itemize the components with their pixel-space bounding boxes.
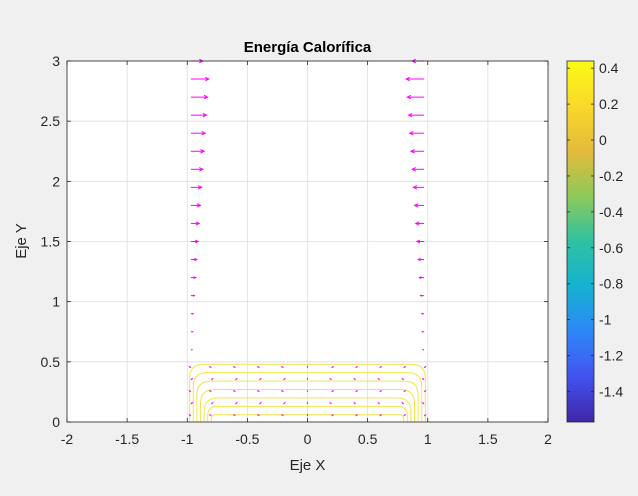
quiver-arrow-head	[423, 379, 424, 380]
quiver-arrow-head	[332, 415, 333, 416]
y-tick-label: 2.5	[41, 113, 61, 129]
x-tick-label: 0.5	[358, 431, 378, 447]
x-tick-label: 0	[304, 431, 312, 447]
quiver-arrow-head	[402, 403, 403, 404]
colorbar-tick-label: -1.4	[599, 383, 623, 399]
y-axis-label: Eje Y	[13, 223, 30, 259]
x-tick-label: -0.5	[235, 431, 259, 447]
chart-title: Energía Calorífica	[244, 39, 372, 56]
quiver-arrow-head	[189, 391, 190, 392]
quiver-arrow-head	[378, 379, 379, 380]
quiver-arrow-head	[210, 415, 211, 416]
colorbar-tick-label: -0.6	[599, 240, 623, 256]
y-tick-label: 1.5	[41, 234, 61, 250]
quiver-arrow-head	[191, 403, 192, 404]
quiver-arrow-head	[258, 391, 259, 392]
quiver-arrow-head	[356, 415, 357, 416]
quiver-arrow-head	[284, 403, 285, 404]
quiver-arrow-head	[236, 379, 237, 380]
quiver-arrow	[191, 313, 193, 314]
quiver-arrow-head	[404, 367, 405, 368]
quiver-arrow-head	[191, 379, 192, 380]
quiver-arrow-head	[380, 391, 381, 392]
x-tick-label: 2	[544, 431, 552, 447]
quiver-arrow-head	[330, 379, 331, 380]
x-tick-label: -1	[181, 431, 194, 447]
quiver-arrow-head	[192, 331, 193, 332]
y-tick-label: 2	[52, 173, 60, 189]
quiver-arrow-head	[425, 391, 426, 392]
quiver-arrow-head	[332, 391, 333, 392]
quiver-arrow-head	[425, 367, 426, 368]
quiver-arrow-head	[425, 415, 426, 416]
x-tick-label: 1.5	[478, 431, 498, 447]
x-tick-label: 1	[424, 431, 432, 447]
colorbar-tick-label: -0.2	[599, 168, 623, 184]
colorbar-tick-label: -0.8	[599, 276, 623, 292]
quiver-arrow-head	[192, 313, 193, 314]
y-tick-label: 0	[52, 414, 60, 430]
quiver-arrow-head	[330, 403, 331, 404]
quiver-arrow-head	[284, 379, 285, 380]
quiver-arrow-head	[212, 403, 213, 404]
quiver-arrow-head	[402, 379, 403, 380]
quiver-arrow-head	[332, 367, 333, 368]
quiver-arrow-head	[282, 367, 283, 368]
quiver-arrow-head	[282, 391, 283, 392]
quiver-arrow	[422, 313, 424, 314]
quiver-arrow-head	[212, 379, 213, 380]
colorbar-tick-label: -1	[599, 312, 612, 328]
quiver-arrow-head	[258, 415, 259, 416]
quiver-arrow-head	[423, 403, 424, 404]
quiver-arrow-head	[422, 313, 423, 314]
quiver-arrow-head	[260, 403, 261, 404]
quiver-arrow	[421, 295, 425, 296]
quiver-arrow-head	[210, 367, 211, 368]
quiver-arrow	[191, 331, 193, 332]
quiver-arrow-head	[380, 367, 381, 368]
quiver-arrow-head	[354, 379, 355, 380]
quiver-arrow-head	[258, 367, 259, 368]
colorbar-tick-label: 0.4	[599, 60, 619, 76]
quiver-arrow-head	[378, 403, 379, 404]
quiver-arrow-head	[380, 415, 381, 416]
quiver-arrow-head	[234, 391, 235, 392]
colorbar-tick-label: -0.4	[599, 204, 623, 220]
quiver-arrow-head	[236, 403, 237, 404]
y-tick-label: 1	[52, 294, 60, 310]
quiver-arrow-head	[189, 415, 190, 416]
quiver-arrow-head	[189, 367, 190, 368]
quiver-arrow-head	[356, 367, 357, 368]
quiver-arrow	[422, 331, 424, 332]
quiver-arrow-head	[260, 379, 261, 380]
colorbar-tick-label: 0.2	[599, 96, 619, 112]
quiver-arrow-head	[282, 415, 283, 416]
colorbar-tick-label: -1.2	[599, 348, 623, 364]
quiver-arrow-head	[356, 391, 357, 392]
colorbar	[567, 61, 594, 422]
x-axis-label: Eje X	[290, 457, 326, 474]
x-tick-label: -1.5	[115, 431, 139, 447]
x-tick-label: -2	[61, 431, 74, 447]
y-tick-label: 3	[52, 53, 60, 69]
quiver-arrow-head	[210, 391, 211, 392]
quiver-arrow	[191, 295, 195, 296]
colorbar-tick-label: 0	[599, 132, 607, 148]
quiver-arrow-head	[234, 367, 235, 368]
quiver-arrow-head	[354, 403, 355, 404]
y-tick-label: 0.5	[41, 354, 61, 370]
quiver-arrow-head	[234, 415, 235, 416]
quiver-arrow-head	[422, 331, 423, 332]
quiver-arrow-head	[404, 391, 405, 392]
quiver-arrow-head	[404, 415, 405, 416]
